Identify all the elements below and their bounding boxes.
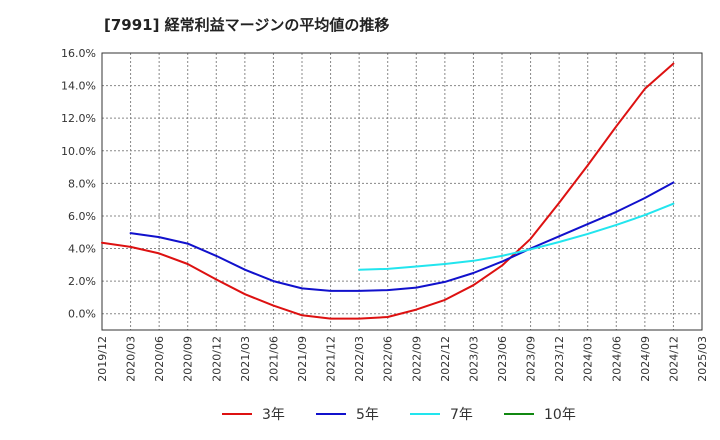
x-tick-label: 2023/06 bbox=[496, 336, 509, 382]
x-tick-label: 2021/03 bbox=[239, 336, 252, 382]
y-tick-label: 8.0% bbox=[68, 177, 96, 190]
x-tick-label: 2022/03 bbox=[353, 336, 366, 382]
legend-label: 10年 bbox=[544, 407, 576, 423]
legend-label: 5年 bbox=[356, 407, 379, 423]
x-tick-label: 2020/09 bbox=[182, 336, 195, 382]
x-tick-label: 2024/09 bbox=[639, 336, 652, 382]
y-tick-label: 12.0% bbox=[61, 112, 96, 125]
x-tick-label: 2021/06 bbox=[267, 336, 280, 382]
y-tick-label: 4.0% bbox=[68, 243, 96, 256]
x-tick-label: 2020/03 bbox=[125, 336, 138, 382]
series-line-3年 bbox=[101, 62, 675, 320]
y-tick-label: 2.0% bbox=[68, 275, 96, 288]
legend-label: 7年 bbox=[450, 407, 473, 423]
plot-frame bbox=[101, 52, 703, 331]
x-tick-label: 2022/12 bbox=[439, 336, 452, 382]
x-tick-label: 2021/09 bbox=[296, 336, 309, 382]
x-tick-label: 2025/03 bbox=[696, 336, 709, 382]
x-tick-label: 2021/12 bbox=[325, 336, 338, 382]
y-axis-ticks: 0.0% 2.0% 4.0% 6.0% 8.0% 10.0% 12.0% 14.0% 16.0% bbox=[61, 47, 96, 321]
y-tick-label: 0.0% bbox=[68, 308, 96, 321]
legend: 3年 5年 7年 10年 bbox=[222, 407, 576, 423]
x-axis-ticks: 2019/12 2020/03 2020/06 2020/09 2020/12 2021/… bbox=[96, 336, 709, 382]
x-tick-label: 2024/03 bbox=[582, 336, 595, 382]
y-tick-label: 6.0% bbox=[68, 210, 96, 223]
series-lines bbox=[101, 62, 675, 320]
x-tick-label: 2020/06 bbox=[153, 336, 166, 382]
x-tick-label: 2024/12 bbox=[667, 336, 680, 382]
y-tick-label: 16.0% bbox=[61, 47, 96, 60]
series-line-7年 bbox=[358, 202, 675, 271]
y-tick-label: 14.0% bbox=[61, 80, 96, 93]
y-tick-label: 10.0% bbox=[61, 145, 96, 158]
x-tick-label: 2024/06 bbox=[610, 336, 623, 382]
legend-label: 3年 bbox=[262, 407, 285, 423]
x-tick-label: 2020/12 bbox=[210, 336, 223, 382]
x-tick-label: 2023/09 bbox=[525, 336, 538, 382]
x-tick-label: 2022/09 bbox=[410, 336, 423, 382]
x-tick-label: 2022/06 bbox=[382, 336, 395, 382]
chart-title: [7991] 経常利益マージンの平均値の推移 bbox=[104, 16, 389, 34]
x-tick-label: 2023/12 bbox=[553, 336, 566, 382]
x-tick-label: 2019/12 bbox=[96, 336, 109, 382]
series-line-5年 bbox=[129, 181, 675, 292]
x-tick-label: 2023/03 bbox=[467, 336, 480, 382]
